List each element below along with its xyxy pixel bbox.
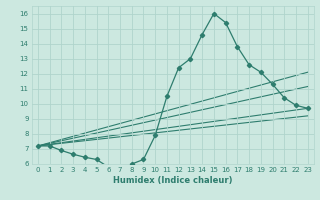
X-axis label: Humidex (Indice chaleur): Humidex (Indice chaleur) — [113, 176, 233, 185]
